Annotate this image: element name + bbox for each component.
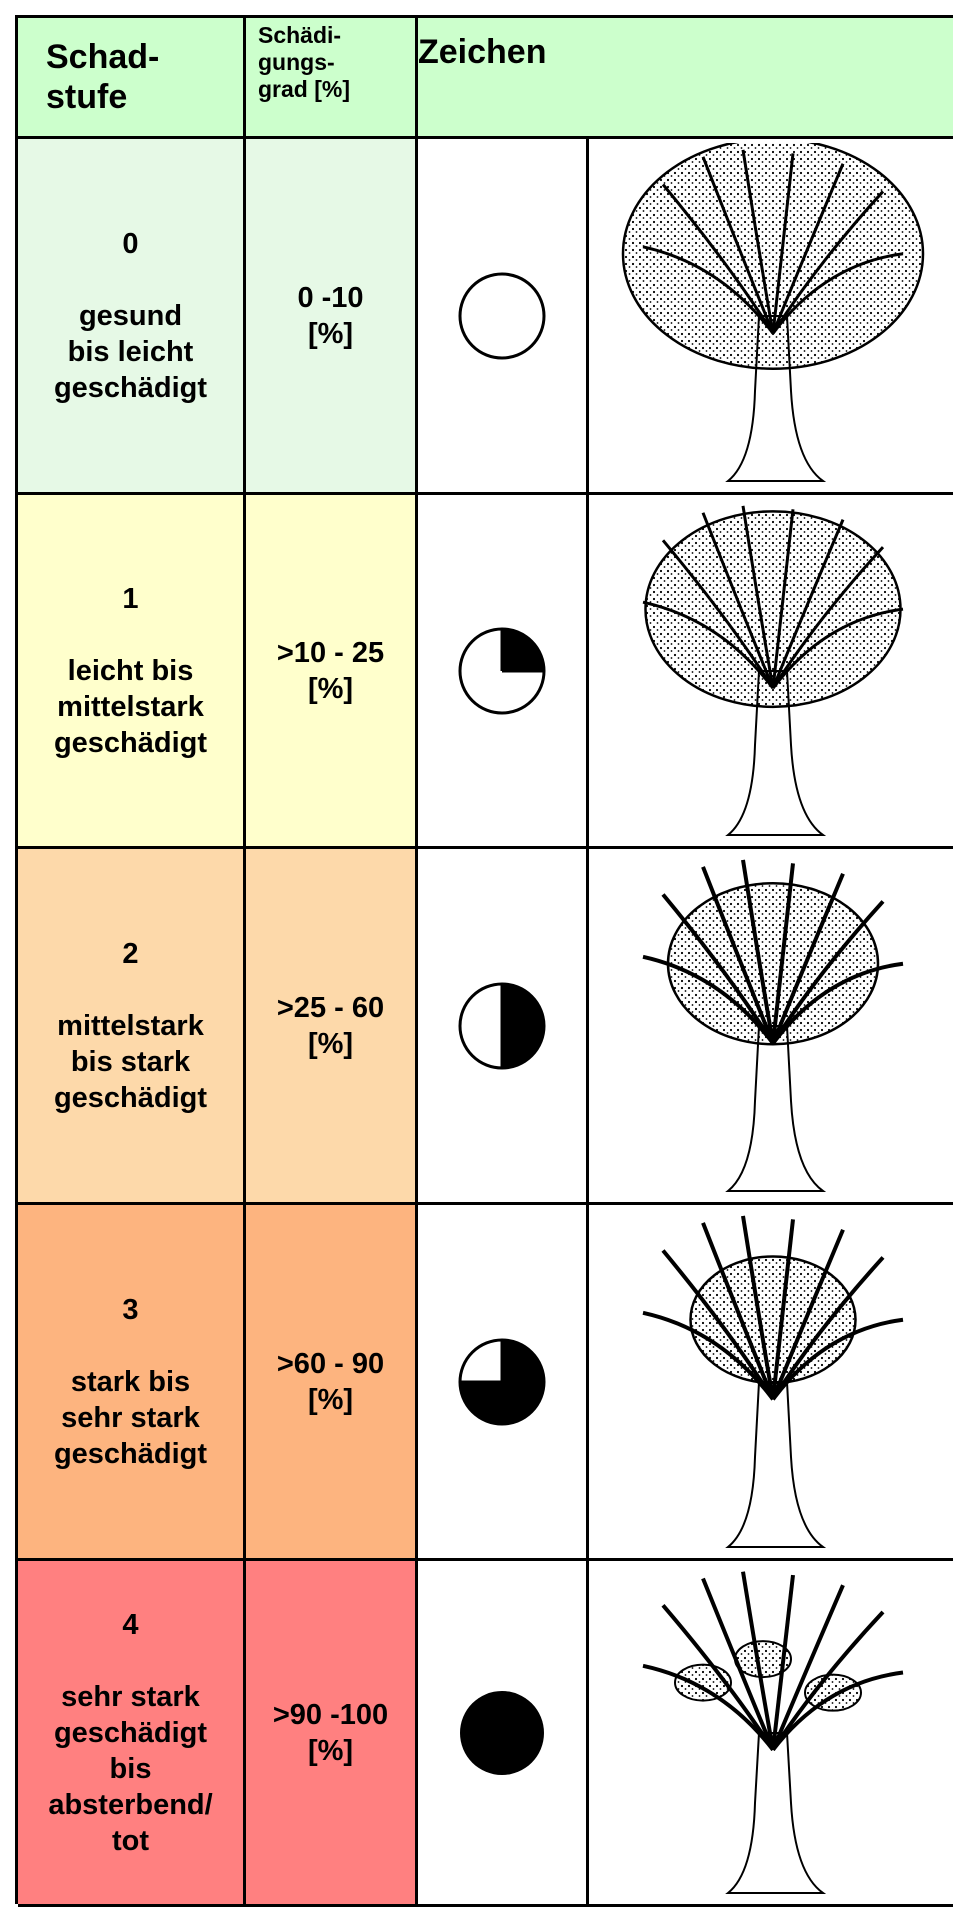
tree-illustration	[621, 142, 924, 482]
tree-illustration	[642, 1570, 903, 1894]
grad-line: [%]	[307, 672, 354, 705]
stufe: 1	[122, 582, 139, 615]
header-line: stufe	[46, 78, 128, 116]
grad-line: [%]	[307, 1383, 354, 1416]
tree-illustration	[642, 859, 903, 1192]
grad-line: 0 -10	[297, 281, 364, 314]
symbol-cell	[418, 139, 589, 495]
grad-line: [%]	[307, 1734, 354, 1767]
header-line: Zeichen	[418, 33, 547, 71]
description-line: bis	[109, 1752, 152, 1785]
header-line: Schädi-	[258, 22, 342, 48]
grad-cell: 0 -10 [%]	[246, 139, 418, 495]
header-cell: Zeichen	[418, 18, 953, 139]
description-line: stark bis	[70, 1365, 191, 1398]
grad-cell: >90 -100 [%]	[246, 1561, 418, 1907]
grad-line: >90 -100	[272, 1698, 389, 1731]
header-cell: Schädi-gungs-grad [%]	[246, 18, 418, 139]
symbol-cell	[418, 1205, 589, 1561]
header-cell: Schad-stufe	[18, 18, 246, 139]
grad-line: >60 - 90	[276, 1347, 385, 1380]
symbol-cell	[418, 1561, 589, 1907]
header-line: Schad-	[46, 38, 160, 76]
stufe: 0	[122, 227, 139, 260]
damage-symbol	[458, 1338, 546, 1425]
grad-line: [%]	[307, 317, 354, 350]
stufe-cell: 1 leicht bis mittelstark geschädigt	[18, 495, 246, 849]
description-line: gesund	[78, 299, 183, 332]
grad-line: >25 - 60	[276, 991, 385, 1024]
symbol-cell	[418, 849, 589, 1205]
grad-line: >10 - 25	[276, 636, 385, 669]
stufe: 4	[122, 1608, 139, 1641]
tree-cell	[589, 849, 953, 1205]
description-line: sehr stark	[61, 1401, 200, 1434]
tree-cell	[589, 139, 953, 495]
grad-cell: >25 - 60 [%]	[246, 849, 418, 1205]
stufe-cell: 2 mittelstark bis stark geschädigt	[18, 849, 246, 1205]
damage-symbol	[460, 1690, 544, 1775]
header-line: gungs-	[258, 49, 335, 75]
table: Schad-stufe Schädi-gungs-grad [%] Zeichen 0…	[15, 15, 953, 1907]
header-text: Zeichen	[418, 32, 546, 72]
tree-illustration	[642, 505, 903, 836]
tree-cell	[589, 495, 953, 849]
symbol-cell	[418, 495, 589, 849]
description-line: bis leicht	[67, 335, 194, 368]
grad-cell: >60 - 90 [%]	[246, 1205, 418, 1561]
description-line: tot	[111, 1824, 150, 1857]
description-line: geschädigt	[53, 1437, 208, 1470]
description-line: sehr stark	[61, 1680, 200, 1713]
stufe: 2	[122, 937, 139, 970]
description-line: leicht bis	[67, 654, 194, 687]
stufe: 3	[122, 1293, 139, 1326]
tree-cell	[589, 1561, 953, 1907]
description-line: geschädigt	[53, 726, 208, 759]
grad-line: [%]	[307, 1027, 354, 1060]
description-line: geschädigt	[53, 1716, 208, 1749]
tree-illustration	[642, 1215, 903, 1548]
header-text: Schädi-gungs-grad [%]	[258, 22, 350, 103]
description-line: bis stark	[70, 1045, 191, 1078]
description-line: absterbend/	[48, 1788, 213, 1821]
stufe-cell: 4 sehr stark geschädigt bis absterbend/tot	[18, 1561, 246, 1907]
description-line: geschädigt	[53, 371, 208, 404]
tree-cell	[589, 1205, 953, 1561]
header-text: Schad-stufe	[46, 37, 159, 117]
grad-cell: >10 - 25 [%]	[246, 495, 418, 849]
damage-symbol	[458, 627, 546, 714]
damage-symbol	[458, 982, 546, 1069]
description-line: mittelstark	[57, 1009, 204, 1042]
stufe-cell: 3 stark bis sehr stark geschädigt	[18, 1205, 246, 1561]
header-line: grad [%]	[258, 76, 350, 102]
description-line: mittelstark	[57, 690, 204, 723]
stufe-cell: 0 gesund bis leicht geschädigt	[18, 139, 246, 495]
description-line: geschädigt	[53, 1081, 208, 1114]
damage-symbol	[458, 272, 546, 359]
